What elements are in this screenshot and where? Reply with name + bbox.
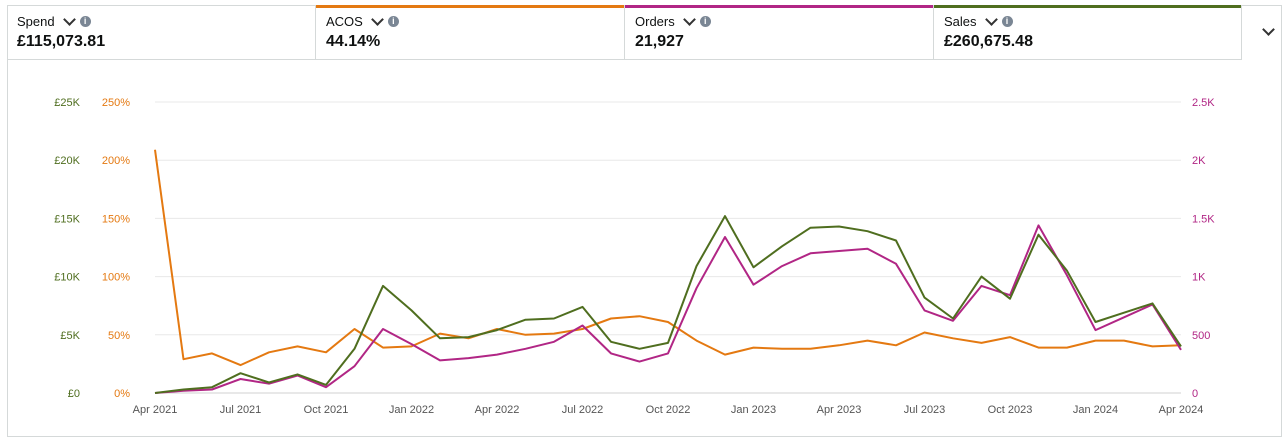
acos-axis-tick-label: 150% <box>102 213 130 225</box>
x-axis-tick-label: Oct 2021 <box>304 404 349 416</box>
sales-axis-tick-label: £0 <box>68 388 80 400</box>
info-icon[interactable]: i <box>387 16 399 27</box>
acos-axis-tick-label: 200% <box>102 155 130 167</box>
series-line-sales <box>154 215 1182 394</box>
metric-color-bar <box>625 5 933 8</box>
metric-tile-spend[interactable]: Spend i £115,073.81 <box>7 5 315 60</box>
metric-tile-orders[interactable]: Orders i 21,927 <box>625 5 933 60</box>
metric-tiles: Spend i £115,073.81 ACOS i 44.14% Orders… <box>7 5 1282 60</box>
sales-axis-tick-label: £25K <box>54 97 80 109</box>
x-axis-tick-label: Jan 2022 <box>389 404 434 416</box>
tile-divider <box>933 5 934 60</box>
x-axis-tick-label: Apr 2023 <box>817 404 862 416</box>
acos-axis-tick-label: 50% <box>108 330 130 342</box>
x-axis-tick-label: Apr 2024 <box>1159 404 1204 416</box>
metric-tile-acos[interactable]: ACOS i 44.14% <box>316 5 624 60</box>
x-axis-tick-label: Jul 2021 <box>220 404 262 416</box>
info-icon[interactable]: i <box>1001 16 1013 27</box>
orders-axis-tick-label: 2.5K <box>1192 97 1215 109</box>
x-axis-tick-label: Jul 2022 <box>562 404 604 416</box>
metric-tile-sales[interactable]: Sales i £260,675.48 <box>934 5 1241 60</box>
metric-name: Orders <box>635 14 675 29</box>
series-line-acos <box>154 149 1182 367</box>
metric-name: ACOS <box>326 14 363 29</box>
acos-axis-tick-label: 100% <box>102 272 130 284</box>
metric-value: 21,927 <box>635 33 684 50</box>
tile-divider <box>315 5 316 60</box>
sales-axis-tick-label: £20K <box>54 155 80 167</box>
info-icon[interactable]: i <box>79 16 91 27</box>
orders-axis-tick-label: 1K <box>1192 272 1206 284</box>
metric-color-bar <box>934 5 1241 8</box>
orders-axis-tick-label: 0 <box>1192 388 1198 400</box>
x-axis-tick-label: Jul 2023 <box>904 404 946 416</box>
acos-axis-tick-label: 250% <box>102 97 130 109</box>
metric-label: Orders i <box>635 13 711 29</box>
metric-value: 44.14% <box>326 33 381 50</box>
metric-color-bar <box>316 5 624 8</box>
sales-axis-tick-label: £5K <box>60 330 80 342</box>
orders-axis-tick-label: 2K <box>1192 155 1206 167</box>
acos-axis-tick-label: 0% <box>114 388 130 400</box>
info-icon[interactable]: i <box>699 16 711 27</box>
x-axis-tick-label: Jan 2024 <box>1073 404 1118 416</box>
series-line-orders <box>154 224 1182 394</box>
metric-label: Sales i <box>944 13 1013 29</box>
tile-divider <box>1241 5 1242 60</box>
x-axis-tick-label: Oct 2023 <box>988 404 1033 416</box>
metric-name: Sales <box>944 14 977 29</box>
metric-value: £260,675.48 <box>944 33 1033 50</box>
sales-axis-tick-label: £15K <box>54 213 80 225</box>
x-axis-tick-label: Apr 2021 <box>133 404 178 416</box>
orders-axis-tick-label: 1.5K <box>1192 213 1215 225</box>
tile-divider <box>624 5 625 60</box>
x-axis-tick-label: Jan 2023 <box>731 404 776 416</box>
orders-axis-tick-label: 500 <box>1192 330 1210 342</box>
x-axis-tick-label: Oct 2022 <box>646 404 691 416</box>
x-axis-tick-label: Apr 2022 <box>475 404 520 416</box>
metric-name: Spend <box>17 14 55 29</box>
metric-label: ACOS i <box>326 13 399 29</box>
metric-label: Spend i <box>17 13 91 29</box>
metric-value: £115,073.81 <box>17 33 106 50</box>
sales-axis-tick-label: £10K <box>54 272 80 284</box>
